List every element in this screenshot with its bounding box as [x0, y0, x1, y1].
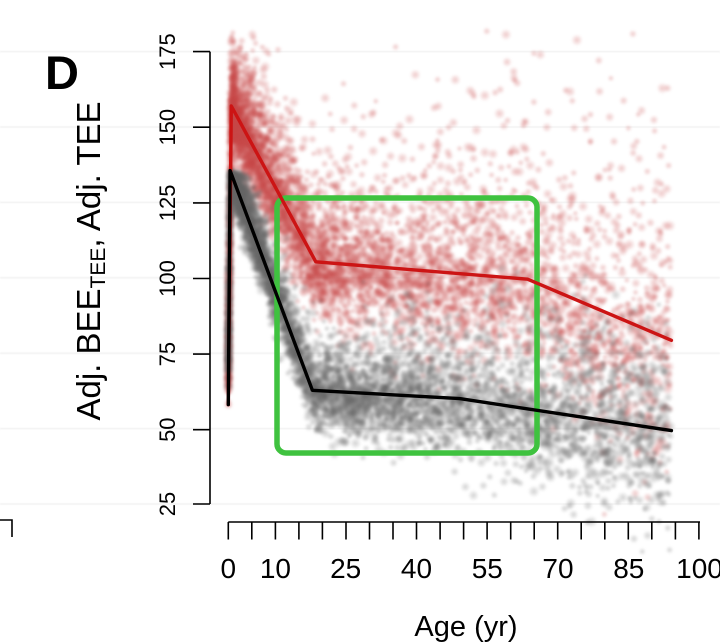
svg-text:25: 25 [330, 553, 361, 584]
svg-text:D: D [45, 46, 79, 99]
svg-text:100: 100 [676, 553, 720, 584]
svg-text:50: 50 [155, 417, 180, 441]
svg-text:40: 40 [401, 553, 432, 584]
svg-text:25: 25 [155, 492, 180, 516]
svg-text:0: 0 [221, 553, 237, 584]
svg-text:Age (yr): Age (yr) [414, 611, 517, 643]
svg-text:10: 10 [260, 553, 291, 584]
svg-text:Adj. BEETEE, Adj. TEE: Adj. BEETEE, Adj. TEE [70, 101, 110, 420]
svg-text:75: 75 [155, 342, 180, 366]
svg-text:70: 70 [542, 553, 573, 584]
svg-text:150: 150 [155, 109, 180, 146]
svg-text:85: 85 [613, 553, 644, 584]
svg-text:175: 175 [155, 33, 180, 70]
svg-text:125: 125 [155, 185, 180, 222]
svg-text:55: 55 [472, 553, 503, 584]
svg-text:100: 100 [155, 260, 180, 297]
